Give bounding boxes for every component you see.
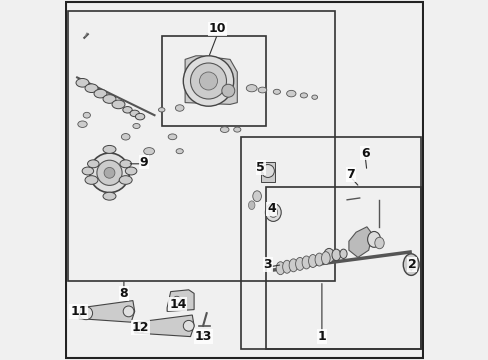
Polygon shape: [348, 227, 371, 257]
Polygon shape: [79, 301, 134, 322]
Ellipse shape: [133, 123, 140, 129]
Ellipse shape: [258, 87, 266, 93]
Ellipse shape: [158, 108, 164, 112]
Ellipse shape: [125, 167, 137, 175]
Ellipse shape: [311, 95, 317, 99]
Ellipse shape: [220, 127, 228, 132]
Text: 11: 11: [70, 305, 87, 318]
Ellipse shape: [112, 100, 125, 109]
Ellipse shape: [94, 89, 107, 98]
Ellipse shape: [121, 134, 130, 140]
Ellipse shape: [97, 160, 122, 185]
Bar: [162, 36, 265, 126]
Ellipse shape: [261, 165, 274, 177]
Ellipse shape: [233, 127, 241, 132]
Ellipse shape: [374, 237, 384, 249]
Ellipse shape: [190, 63, 226, 99]
Ellipse shape: [246, 85, 257, 92]
Text: 12: 12: [131, 321, 148, 334]
Ellipse shape: [288, 259, 297, 272]
Bar: [241, 137, 420, 349]
Ellipse shape: [78, 121, 87, 127]
Ellipse shape: [134, 322, 145, 333]
Ellipse shape: [183, 56, 233, 106]
Ellipse shape: [120, 160, 131, 168]
Ellipse shape: [173, 296, 180, 303]
Ellipse shape: [268, 207, 277, 217]
Text: 5: 5: [256, 161, 264, 174]
Text: 1: 1: [317, 330, 325, 343]
Bar: [265, 187, 420, 349]
Ellipse shape: [85, 84, 98, 93]
Ellipse shape: [89, 153, 129, 193]
Ellipse shape: [300, 93, 307, 98]
Ellipse shape: [308, 255, 317, 267]
Ellipse shape: [85, 176, 98, 184]
Ellipse shape: [104, 167, 115, 178]
Ellipse shape: [82, 167, 94, 175]
Ellipse shape: [103, 145, 116, 153]
Ellipse shape: [403, 254, 418, 275]
Ellipse shape: [222, 84, 234, 97]
Ellipse shape: [103, 95, 116, 103]
Text: 2: 2: [407, 258, 415, 271]
Text: 10: 10: [208, 22, 226, 35]
Ellipse shape: [248, 201, 254, 210]
Ellipse shape: [143, 148, 154, 155]
Ellipse shape: [122, 107, 132, 113]
Ellipse shape: [252, 191, 261, 202]
Ellipse shape: [367, 231, 380, 247]
Bar: [260, 162, 275, 182]
Ellipse shape: [302, 256, 310, 269]
Ellipse shape: [168, 134, 177, 140]
Text: 13: 13: [194, 330, 211, 343]
Ellipse shape: [135, 113, 144, 120]
Text: 4: 4: [266, 202, 275, 215]
Text: 3: 3: [263, 258, 272, 271]
Text: 9: 9: [139, 156, 148, 168]
Ellipse shape: [295, 257, 304, 270]
Bar: [68, 11, 334, 281]
Ellipse shape: [130, 110, 139, 117]
Ellipse shape: [83, 112, 90, 118]
Ellipse shape: [407, 260, 414, 270]
Polygon shape: [185, 56, 237, 104]
Ellipse shape: [175, 105, 183, 111]
Ellipse shape: [321, 252, 329, 265]
Text: 8: 8: [120, 287, 128, 300]
Polygon shape: [167, 290, 194, 311]
Ellipse shape: [314, 253, 323, 266]
Ellipse shape: [76, 78, 89, 87]
Ellipse shape: [119, 176, 132, 184]
Ellipse shape: [323, 248, 334, 263]
Text: 14: 14: [169, 298, 186, 311]
Polygon shape: [134, 315, 194, 337]
Ellipse shape: [331, 249, 340, 261]
Ellipse shape: [183, 320, 194, 331]
Ellipse shape: [282, 260, 291, 273]
Ellipse shape: [80, 307, 92, 320]
Ellipse shape: [339, 249, 346, 258]
Ellipse shape: [103, 192, 116, 200]
Ellipse shape: [199, 72, 217, 90]
Ellipse shape: [265, 203, 281, 221]
Text: 6: 6: [360, 147, 368, 159]
Ellipse shape: [176, 149, 183, 154]
Text: 7: 7: [346, 168, 354, 181]
Ellipse shape: [273, 89, 280, 94]
Ellipse shape: [123, 306, 134, 317]
Ellipse shape: [87, 160, 99, 168]
Ellipse shape: [286, 90, 295, 97]
Ellipse shape: [276, 262, 284, 275]
